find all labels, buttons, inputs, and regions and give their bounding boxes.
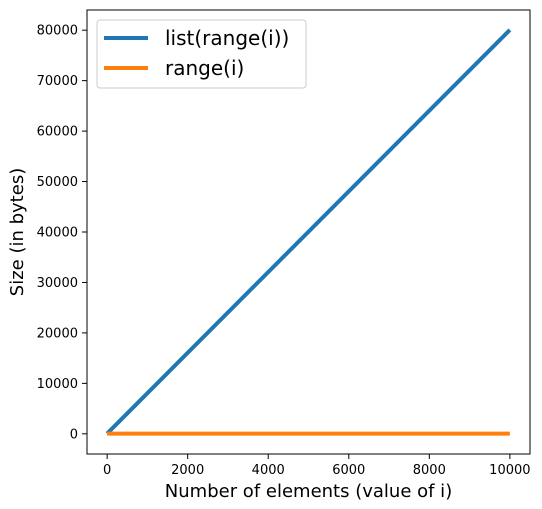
x-tick-label: 2000 [171, 463, 204, 478]
x-tick-label: 4000 [252, 463, 285, 478]
y-tick-label: 50000 [37, 175, 78, 190]
x-tick-label: 10000 [489, 463, 530, 478]
series-line-1 [105, 28, 512, 435]
legend-label-1: list(range(i)) [165, 26, 289, 50]
y-tick-label: 80000 [37, 24, 78, 39]
legend-label-2: range(i) [165, 56, 244, 80]
y-tick-label: 70000 [37, 74, 78, 89]
legend-frame [96, 19, 307, 89]
axes-layer: 0 2000 4000 6000 8000 10000 0 10000 20000 30000 40… [37, 9, 531, 478]
legend: list(range(i)) range(i) [96, 19, 307, 89]
x-tick-label: 0 [103, 463, 111, 478]
y-tick-label: 40000 [37, 226, 78, 241]
y-tick-label: 60000 [37, 125, 78, 140]
y-axis-label: Size (in bytes) [7, 168, 28, 296]
x-tick-label: 6000 [332, 463, 365, 478]
x-tick-label: 8000 [413, 463, 446, 478]
y-tick-label: 20000 [37, 326, 78, 341]
y-tick-label: 30000 [37, 276, 78, 291]
series-layer [105, 28, 512, 436]
y-tick-label: 0 [70, 427, 78, 442]
x-axis-label: Number of elements (value of i) [165, 481, 452, 502]
y-tick-label: 10000 [37, 377, 78, 392]
